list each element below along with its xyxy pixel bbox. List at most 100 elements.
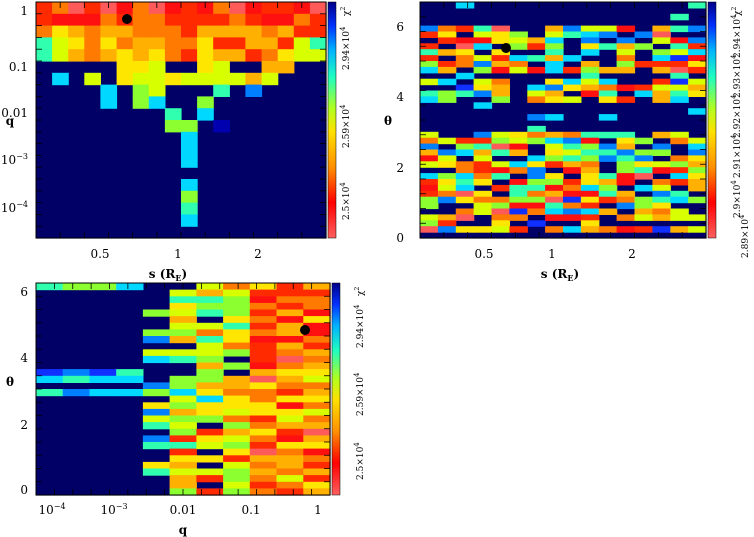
heatmap-cell bbox=[509, 226, 528, 233]
x-tick-label: 0.01 bbox=[170, 503, 197, 517]
heatmap-cell bbox=[52, 2, 69, 15]
heatmap-cell bbox=[169, 296, 197, 304]
heatmap-cell bbox=[164, 72, 182, 86]
heatmap-cell bbox=[196, 296, 224, 304]
heatmap-cell bbox=[196, 283, 224, 291]
heatmap-cell bbox=[634, 31, 653, 38]
heatmap-cell bbox=[670, 155, 689, 162]
x-tick-label-e3: 10−3 bbox=[100, 502, 127, 517]
heatmap-cell bbox=[598, 96, 618, 103]
heatmap-cell bbox=[670, 55, 689, 62]
heatmap-cell bbox=[598, 131, 618, 139]
heatmap-cell bbox=[223, 382, 251, 390]
heatmap-cell bbox=[169, 382, 197, 390]
heatmap-cell bbox=[616, 61, 636, 68]
heatmap-cell bbox=[616, 214, 636, 221]
axis-ticks bbox=[420, 2, 706, 238]
heatmap-cell bbox=[196, 355, 224, 364]
colorbar-tick-label: 2.59×104 bbox=[353, 372, 366, 416]
heatmap-cell bbox=[420, 66, 439, 74]
heatmap-cell bbox=[245, 25, 263, 38]
heatmap-cell bbox=[276, 442, 304, 450]
heatmap-cell bbox=[670, 131, 689, 139]
heatmap-cell bbox=[545, 214, 564, 221]
heatmap-cell bbox=[249, 415, 278, 423]
heatmap-cell bbox=[616, 25, 636, 33]
heatmap-cell bbox=[616, 43, 636, 50]
heatmap-cell bbox=[229, 72, 246, 86]
heatmap-cell bbox=[223, 435, 251, 443]
heatmap-cell bbox=[652, 179, 671, 186]
heatmap-cell bbox=[249, 468, 278, 476]
heatmap-cell bbox=[616, 202, 636, 210]
heatmap-cell bbox=[563, 167, 582, 174]
heatmap-cell bbox=[455, 184, 475, 192]
heatmap-cell bbox=[634, 208, 653, 215]
heatmap-cell bbox=[303, 448, 331, 456]
heatmap-cell bbox=[142, 355, 171, 364]
heatmap-cell bbox=[473, 149, 493, 156]
heatmap-cell bbox=[509, 190, 528, 198]
heatmap-cell bbox=[196, 415, 224, 423]
heatmap-cell bbox=[223, 408, 251, 417]
heatmap-cell bbox=[277, 61, 295, 74]
heatmap-cell bbox=[491, 55, 510, 62]
heatmap-cell bbox=[527, 55, 546, 62]
heatmap-cell bbox=[598, 43, 618, 50]
heatmap-cell bbox=[688, 84, 707, 92]
heatmap-cell bbox=[213, 84, 230, 97]
heatmap-cell bbox=[181, 49, 198, 62]
heatmap-cell bbox=[652, 96, 671, 103]
heatmap-cell bbox=[563, 155, 582, 162]
heatmap-cell bbox=[634, 167, 653, 174]
heatmap-cell bbox=[545, 149, 564, 156]
heatmap-cell bbox=[249, 389, 278, 397]
heatmap-cell bbox=[491, 78, 510, 86]
heatmap-cell bbox=[509, 179, 528, 186]
heatmap-cell bbox=[455, 61, 475, 68]
heatmap-cell bbox=[303, 342, 331, 350]
heatmap-cell bbox=[169, 455, 197, 463]
heatmap-cell bbox=[634, 61, 653, 68]
heatmap-cell bbox=[132, 72, 150, 86]
heatmap-cell bbox=[142, 415, 171, 423]
heatmap-cell bbox=[249, 322, 278, 330]
heatmap-cell bbox=[437, 31, 457, 38]
heatmap-cell bbox=[213, 49, 230, 62]
heatmap-cell bbox=[455, 196, 475, 204]
heatmap-cell bbox=[62, 369, 90, 377]
heatmap-cell bbox=[223, 448, 251, 456]
heatmap-cell bbox=[223, 349, 251, 357]
heatmap-cell bbox=[223, 415, 251, 423]
heatmap-cell bbox=[580, 184, 600, 192]
heatmap-cell bbox=[652, 143, 671, 151]
heatmap-cell bbox=[527, 196, 546, 204]
y-tick-label: 2 bbox=[20, 418, 28, 432]
heatmap-cell bbox=[303, 296, 331, 304]
heatmap-cell bbox=[527, 96, 546, 103]
heatmap-cell bbox=[142, 382, 171, 390]
heatmap-cell bbox=[36, 389, 64, 397]
heatmap-cell bbox=[420, 161, 439, 168]
heatmap-cell bbox=[181, 179, 198, 192]
heatmap-cell bbox=[437, 96, 457, 103]
heatmap-cell bbox=[455, 173, 475, 180]
heatmap-cell bbox=[634, 196, 653, 204]
heatmap-cell bbox=[598, 173, 618, 180]
heatmap-cell bbox=[688, 25, 707, 33]
heatmap-cell bbox=[688, 37, 707, 44]
heatmap-cell bbox=[169, 475, 197, 483]
heatmap-cell bbox=[52, 37, 69, 50]
heatmap-cell bbox=[437, 90, 457, 97]
heatmap-cell bbox=[213, 13, 230, 27]
heatmap-cells bbox=[36, 2, 327, 239]
heatmap-cell bbox=[116, 283, 144, 291]
x-tick-label: 2 bbox=[254, 247, 262, 261]
heatmap-cell bbox=[580, 155, 600, 162]
heatmap-cell bbox=[580, 78, 600, 86]
heatmap-cell bbox=[420, 220, 439, 227]
heatmap-cell bbox=[580, 143, 600, 151]
heatmap-cell bbox=[580, 226, 600, 233]
y-tick-label: 0.01 bbox=[1, 106, 28, 120]
heatmap-cell bbox=[420, 43, 439, 50]
